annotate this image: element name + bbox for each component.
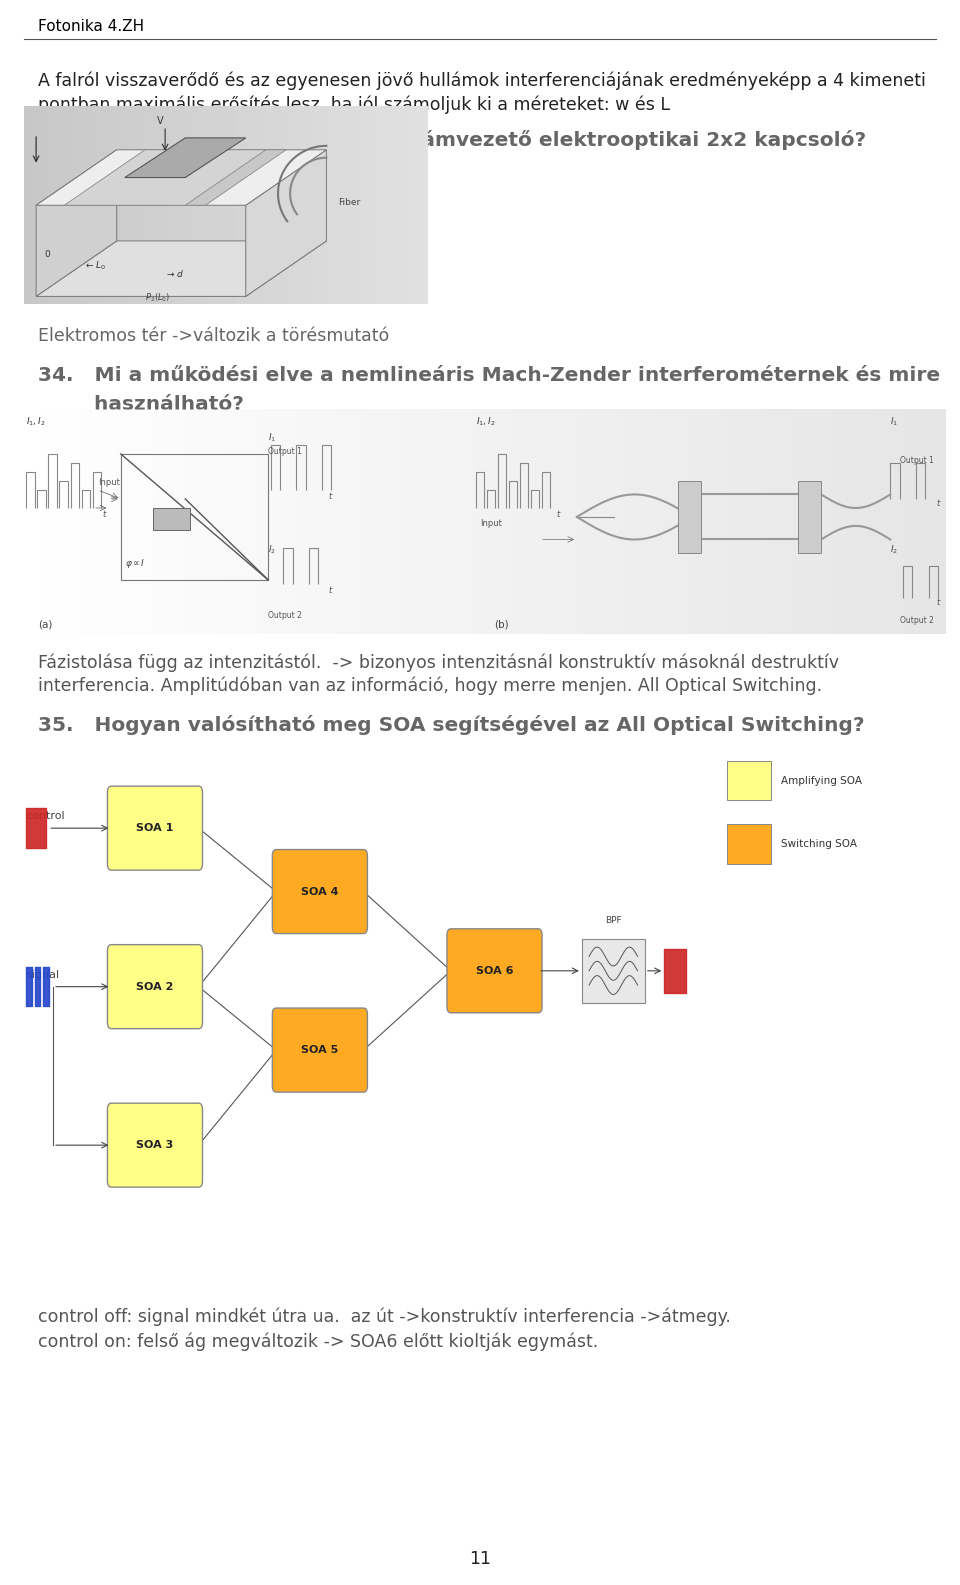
Text: signal: signal (27, 970, 60, 980)
Text: control off: signal mindkét útra ua.  az út ->konstruktív interferencia ->átmegy: control off: signal mindkét útra ua. az … (38, 1308, 732, 1327)
Polygon shape (36, 149, 117, 296)
Text: t: t (328, 586, 331, 596)
Text: 33.   Hogyan valósítható meg hullámvezető elektrooptikai 2x2 kapcsoló?: 33. Hogyan valósítható meg hullámvezető … (38, 130, 867, 151)
Text: Output 1: Output 1 (268, 447, 302, 456)
Text: (a): (a) (37, 620, 52, 629)
Text: t: t (556, 510, 560, 518)
Bar (153, 507, 190, 531)
Bar (121, 453, 268, 580)
Text: 34.   Mi a működési elve a nemlineáris Mach-Zender interferométernek és mire: 34. Mi a működési elve a nemlineáris Mac… (38, 366, 941, 385)
FancyBboxPatch shape (273, 1008, 368, 1092)
Text: t: t (103, 510, 106, 518)
Text: Output 1: Output 1 (900, 456, 933, 464)
Text: $I_2$: $I_2$ (268, 544, 276, 556)
Polygon shape (36, 241, 326, 296)
Text: SOA 4: SOA 4 (301, 886, 339, 897)
Text: Elektromos tér ->változik a törésmutató: Elektromos tér ->változik a törésmutató (38, 327, 390, 344)
Text: Fotonika 4.ZH: Fotonika 4.ZH (38, 19, 145, 33)
Text: interferencia. Amplitúdóban van az információ, hogy merre menjen. All Optical Sw: interferencia. Amplitúdóban van az infor… (38, 677, 823, 696)
Polygon shape (36, 149, 326, 204)
Bar (798, 480, 821, 553)
Text: control: control (27, 812, 65, 821)
Text: $I_1$: $I_1$ (890, 415, 899, 428)
FancyBboxPatch shape (447, 929, 542, 1013)
Text: $I_1, I_2$: $I_1, I_2$ (475, 415, 495, 428)
Text: Input: Input (98, 479, 120, 488)
Text: $I_1, I_2$: $I_1, I_2$ (26, 415, 46, 428)
Text: Switching SOA: Switching SOA (780, 838, 856, 850)
Text: 11: 11 (469, 1550, 491, 1568)
Bar (728, 761, 771, 800)
FancyBboxPatch shape (108, 786, 203, 870)
Text: Output 2: Output 2 (268, 612, 302, 620)
Text: SOA 6: SOA 6 (476, 965, 514, 976)
Polygon shape (64, 149, 266, 204)
Text: BPF: BPF (605, 916, 622, 926)
Text: $I_1$: $I_1$ (268, 431, 276, 444)
Text: SOA 2: SOA 2 (136, 981, 174, 992)
Text: pontban maximális erősítés lesz, ha jól számoljuk ki a méreteket: w és L: pontban maximális erősítés lesz, ha jól … (38, 95, 670, 114)
Text: SOA 3: SOA 3 (136, 1140, 174, 1151)
Text: A falról visszaverődő és az egyenesen jövő hullámok interferenciájának eredménye: A falról visszaverődő és az egyenesen jö… (38, 71, 926, 90)
Text: $I_2$: $I_2$ (890, 544, 899, 556)
Text: t: t (328, 491, 331, 501)
Text: t: t (936, 499, 940, 507)
Text: $\varphi \propto I$: $\varphi \propto I$ (126, 558, 146, 571)
Text: Output 2: Output 2 (900, 615, 933, 624)
Text: $\leftarrow L_0$: $\leftarrow L_0$ (84, 260, 107, 273)
Text: Fiber: Fiber (339, 198, 361, 208)
Text: $0$: $0$ (44, 247, 51, 258)
Text: V: V (157, 116, 164, 127)
Text: SOA 1: SOA 1 (136, 823, 174, 834)
Polygon shape (246, 149, 326, 296)
Text: Fázistolása függ az intenzitástól.  -> bizonyos intenzitásnál konstruktív másokn: Fázistolása függ az intenzitástól. -> bi… (38, 653, 839, 672)
Polygon shape (84, 149, 286, 204)
FancyBboxPatch shape (108, 1103, 203, 1187)
Text: $P_2(L_0)$: $P_2(L_0)$ (145, 292, 171, 304)
Text: (b): (b) (494, 620, 509, 629)
Text: SOA 5: SOA 5 (301, 1045, 339, 1056)
FancyBboxPatch shape (273, 850, 368, 934)
Text: Amplifying SOA: Amplifying SOA (780, 775, 862, 786)
Text: Input: Input (480, 518, 502, 528)
Bar (679, 480, 702, 553)
Text: $\rightarrow d$: $\rightarrow d$ (165, 268, 184, 279)
Polygon shape (125, 138, 246, 178)
Text: használható?: használható? (38, 395, 244, 414)
Bar (582, 938, 645, 1003)
Text: 35.   Hogyan valósítható meg SOA segítségével az All Optical Switching?: 35. Hogyan valósítható meg SOA segítségé… (38, 715, 865, 735)
Text: t: t (936, 598, 940, 607)
FancyBboxPatch shape (108, 945, 203, 1029)
Text: control on: felső ág megváltozik -> SOA6 előtt kioltják egymást.: control on: felső ág megváltozik -> SOA6… (38, 1333, 599, 1352)
Bar (728, 824, 771, 864)
